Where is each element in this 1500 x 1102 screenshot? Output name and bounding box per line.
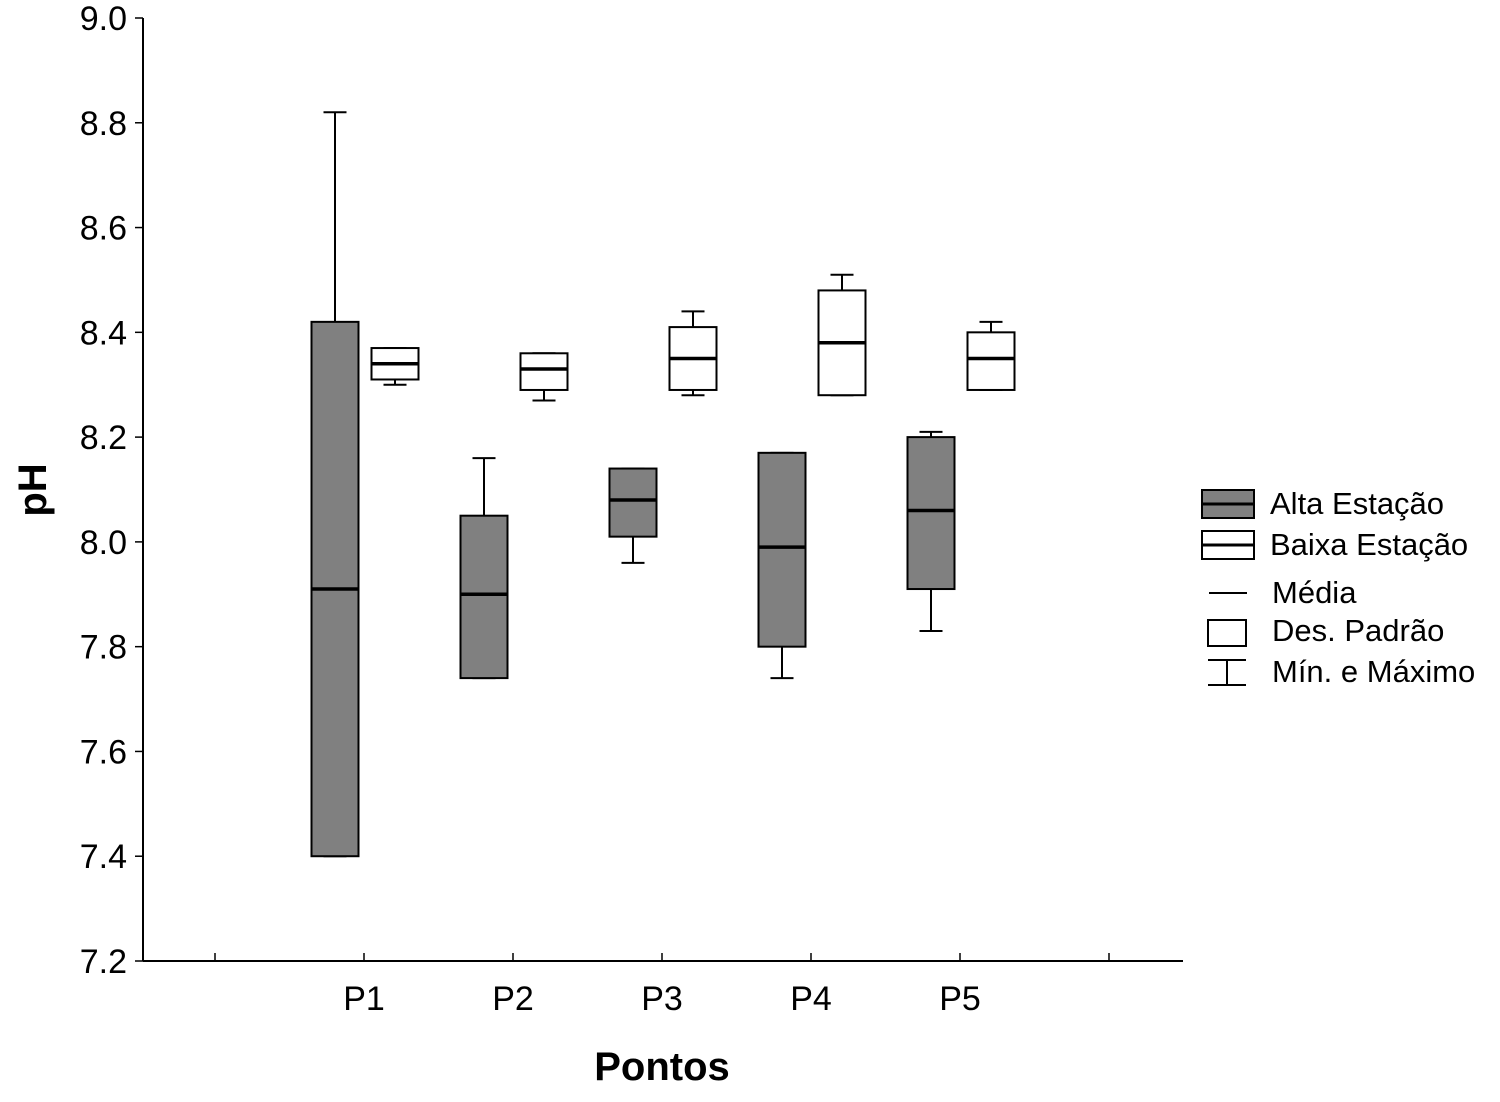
x-tick-label-p5: P5 [939, 980, 981, 1018]
legend-item-alta: Alta Estação [1201, 486, 1444, 521]
x-tick-label-p3: P3 [641, 980, 683, 1018]
x-tick-label-p1: P1 [343, 980, 385, 1018]
box-series [310, 111, 1016, 858]
legend-label-baixa: Baixa Estação [1270, 527, 1468, 562]
x-axis-ticks: P1 P2 P3 P4 P5 [214, 953, 1110, 1018]
y-tick-label-1: 7.4 [80, 838, 127, 876]
legend-label-minmax: Mín. e Máximo [1272, 654, 1475, 689]
legend: Alta Estação Baixa Estação Média Des. Pa… [1201, 486, 1475, 689]
box-baixa-p4 [817, 273, 867, 397]
y-tick-label-9: 9.0 [80, 0, 127, 38]
whisker-min-alta-p5 [919, 589, 943, 632]
y-tick-label-0: 7.2 [80, 943, 127, 981]
box-alta-p2 [459, 457, 509, 680]
legend-item-baixa: Baixa Estação [1201, 527, 1468, 562]
box-baixa-p3 [668, 310, 718, 397]
sd-box-alta-p3 [608, 467, 658, 538]
whisker-max-baixa-p5 [979, 320, 1003, 333]
y-tick-label-8: 8.8 [80, 105, 127, 143]
legend-whisker-icon [1208, 659, 1246, 686]
legend-label-media: Média [1272, 575, 1357, 610]
legend-item-media: Média [1209, 575, 1357, 610]
sd-box-alta-p2 [459, 514, 509, 680]
y-tick-label-3: 7.8 [80, 629, 127, 667]
box-alta-p3 [608, 467, 658, 564]
sd-box-alta-p4 [757, 451, 807, 648]
whisker-max-alta-p2 [472, 457, 496, 516]
legend-item-desvio: Des. Padrão [1207, 613, 1444, 648]
sd-box-baixa-p2 [519, 352, 569, 391]
x-axis-title: Pontos [594, 1045, 730, 1089]
box-baixa-p2 [519, 352, 569, 402]
box-baixa-p1 [370, 347, 420, 386]
y-axis-ticks: 7.2 7.4 7.6 7.8 8.0 8.2 8.4 8.6 8.8 9.0 [80, 0, 143, 981]
y-tick-label-4: 8.0 [80, 524, 127, 562]
whisker-max-baixa-p4 [830, 273, 854, 291]
sd-box-alta-p5 [906, 436, 956, 591]
box-baixa-p5 [966, 320, 1016, 391]
whisker-min-baixa-p2 [532, 389, 556, 402]
box-alta-p4 [757, 451, 807, 680]
box-alta-p1 [310, 111, 360, 858]
whisker-max-baixa-p3 [681, 310, 705, 328]
y-tick-label-7: 8.6 [80, 210, 127, 248]
x-tick-label-p2: P2 [492, 980, 534, 1018]
y-tick-label-6: 8.4 [80, 314, 127, 352]
y-tick-label-2: 7.6 [80, 733, 127, 771]
legend-label-alta: Alta Estação [1270, 486, 1444, 521]
whisker-min-alta-p4 [770, 646, 794, 680]
legend-item-minmax: Mín. e Máximo [1208, 654, 1475, 689]
legend-label-desvio: Des. Padrão [1272, 613, 1444, 648]
whisker-max-alta-p1 [323, 111, 347, 322]
sd-box-baixa-p5 [966, 331, 1016, 391]
y-axis-title: pH [11, 463, 55, 516]
y-tick-label-5: 8.2 [80, 419, 127, 457]
box-alta-p5 [906, 430, 956, 632]
legend-box-icon [1207, 619, 1247, 647]
whisker-min-alta-p3 [621, 536, 645, 564]
x-tick-label-p4: P4 [790, 980, 832, 1018]
